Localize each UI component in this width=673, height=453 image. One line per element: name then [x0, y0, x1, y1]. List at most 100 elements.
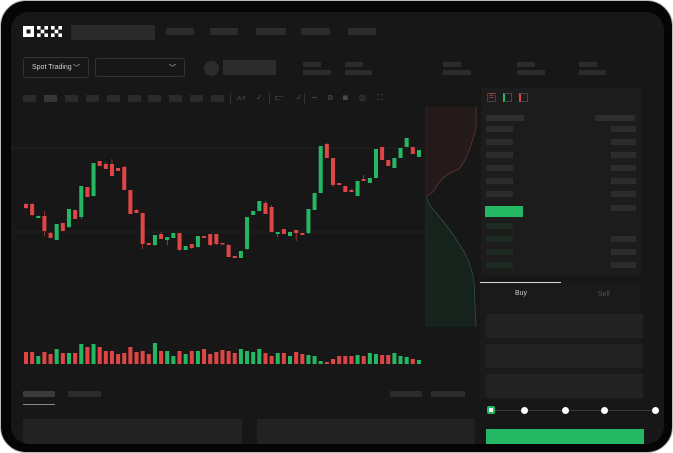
candle[interactable] — [318, 146, 323, 193]
candle[interactable] — [183, 246, 188, 250]
slider-handle[interactable] — [487, 406, 495, 414]
fullscreen-icon[interactable]: ⛶ — [377, 93, 383, 102]
candle[interactable] — [97, 161, 102, 166]
slider-step-75[interactable] — [601, 407, 608, 414]
candle[interactable] — [195, 236, 200, 247]
candle[interactable] — [294, 230, 299, 233]
candle[interactable] — [386, 160, 391, 166]
candle[interactable] — [48, 233, 53, 238]
candle[interactable] — [202, 236, 207, 238]
total-input[interactable] — [486, 374, 643, 398]
interval-button[interactable] — [23, 95, 36, 102]
candle[interactable] — [367, 178, 372, 183]
chevron-down-icon[interactable]: ✓ — [296, 93, 303, 102]
interval-button[interactable] — [190, 95, 203, 102]
candle[interactable] — [152, 235, 157, 245]
interval-button[interactable] — [107, 95, 120, 102]
orderbook-both-icon[interactable]: ☰ — [487, 93, 496, 102]
candle[interactable] — [257, 201, 262, 211]
slider-step-50[interactable] — [562, 407, 569, 414]
candle[interactable] — [392, 158, 397, 168]
candle[interactable] — [91, 163, 96, 196]
candle[interactable] — [73, 210, 78, 219]
interval-button[interactable] — [86, 95, 99, 102]
nav-item-5[interactable] — [348, 28, 376, 35]
slider-step-25[interactable] — [521, 407, 528, 414]
amount-input[interactable] — [486, 344, 643, 368]
candle[interactable] — [281, 229, 286, 234]
buy-button[interactable] — [486, 429, 644, 444]
spot-trading-select[interactable]: Spot Trading ﹀ — [23, 57, 89, 78]
candle[interactable] — [398, 148, 403, 158]
candle[interactable] — [355, 181, 360, 196]
candle[interactable] — [165, 237, 170, 240]
tab-open-orders[interactable] — [23, 391, 55, 397]
candle[interactable] — [116, 168, 121, 171]
candle[interactable] — [380, 147, 385, 160]
orderbook-asks-icon[interactable] — [519, 93, 528, 102]
candle[interactable] — [140, 213, 145, 244]
tab-sell[interactable]: Sell — [598, 291, 610, 298]
candle[interactable] — [109, 164, 114, 176]
candle[interactable] — [36, 216, 41, 218]
candle[interactable] — [220, 243, 225, 245]
slider-step-100[interactable] — [652, 407, 659, 414]
chart-type-icon[interactable]: ⫍ — [275, 93, 284, 102]
candle[interactable] — [122, 167, 127, 190]
candle[interactable] — [343, 186, 348, 192]
nav-item-2[interactable] — [210, 28, 238, 35]
candle[interactable] — [245, 217, 250, 249]
candle[interactable] — [238, 251, 243, 258]
candle[interactable] — [79, 186, 84, 217]
candle[interactable] — [306, 209, 311, 233]
candle[interactable] — [232, 256, 237, 258]
tab-order-history[interactable] — [68, 391, 101, 397]
candle[interactable] — [251, 211, 256, 215]
settings-icon[interactable]: ◎ — [359, 93, 366, 102]
pair-select[interactable]: ﹀ — [95, 58, 185, 77]
candle[interactable] — [128, 190, 133, 214]
candle[interactable] — [54, 224, 59, 240]
candle[interactable] — [189, 244, 194, 248]
candle[interactable] — [60, 223, 65, 231]
pencil-icon[interactable]: ⊘ — [327, 93, 334, 102]
candle[interactable] — [269, 207, 274, 232]
filter-button[interactable] — [431, 391, 465, 397]
nav-item-1[interactable] — [166, 28, 194, 35]
interval-button[interactable] — [211, 95, 224, 102]
candle[interactable] — [361, 179, 366, 181]
line-tool-icon[interactable]: ∼ — [311, 93, 318, 102]
candlestick-chart[interactable] — [11, 107, 481, 372]
interval-button-active[interactable] — [44, 95, 57, 102]
candle[interactable] — [404, 138, 409, 147]
candle[interactable] — [312, 193, 317, 210]
candle[interactable] — [324, 144, 329, 158]
candle[interactable] — [177, 233, 182, 250]
candle[interactable] — [275, 232, 280, 234]
candle[interactable] — [331, 158, 335, 185]
candle[interactable] — [349, 190, 354, 192]
candle[interactable] — [103, 164, 108, 169]
nav-item-3[interactable] — [256, 28, 286, 35]
candle[interactable] — [300, 233, 305, 235]
candle[interactable] — [85, 187, 90, 197]
candle[interactable] — [208, 234, 213, 245]
interval-button[interactable] — [169, 95, 182, 102]
candle[interactable] — [134, 210, 139, 213]
candle[interactable] — [226, 245, 231, 257]
candle[interactable] — [288, 232, 293, 236]
candle[interactable] — [42, 216, 47, 231]
candle[interactable] — [66, 209, 71, 227]
amount-slider-track[interactable] — [491, 410, 656, 411]
okx-logo[interactable] — [23, 26, 63, 37]
candle[interactable] — [146, 243, 151, 245]
camera-icon[interactable]: ◙ — [343, 93, 348, 102]
interval-button[interactable] — [65, 95, 78, 102]
candle[interactable] — [171, 233, 176, 238]
filter-button[interactable] — [390, 391, 422, 397]
candle[interactable] — [410, 147, 415, 154]
candle[interactable] — [159, 234, 164, 239]
candle[interactable] — [337, 183, 342, 185]
candle[interactable] — [263, 203, 268, 214]
indicator-icon[interactable]: ⩘⩘ — [236, 93, 246, 102]
